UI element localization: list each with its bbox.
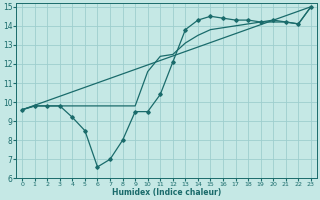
X-axis label: Humidex (Indice chaleur): Humidex (Indice chaleur) (112, 188, 221, 197)
